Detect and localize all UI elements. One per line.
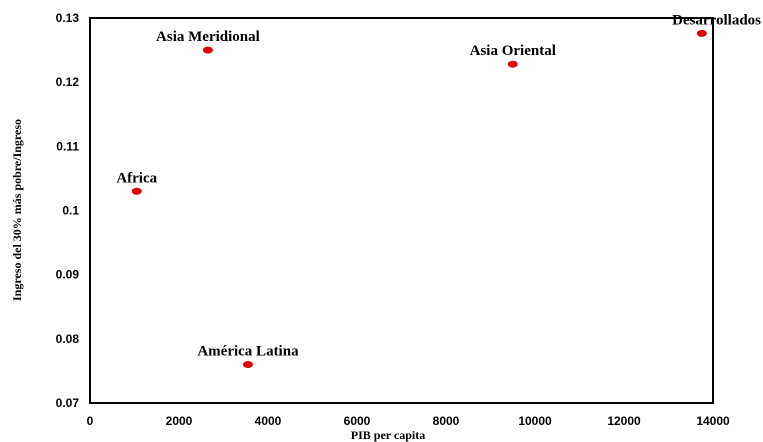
y-axis-title: Ingreso del 30% más pobre/Ingreso: [10, 119, 24, 301]
y-tick-label: 0.09: [56, 268, 80, 282]
data-points: Africa Asia Meridional América Latina Asia …: [116, 12, 761, 368]
x-tick-label: 4000: [255, 414, 282, 428]
y-tick-label: 0.13: [56, 11, 80, 25]
data-point: [507, 60, 518, 68]
plot-area: [89, 17, 714, 404]
y-tick-label: 0.11: [56, 139, 79, 153]
y-tick-label: 0.08: [56, 332, 80, 346]
x-axis-ticks: 0 2000 4000 6000 8000 10000 12000 14000: [87, 414, 730, 428]
y-tick-label: 0.1: [62, 204, 79, 218]
x-axis-title: PIB per capita: [351, 428, 425, 442]
x-tick-label: 2000: [166, 414, 193, 428]
data-point: [242, 361, 253, 368]
x-tick-label: 0: [87, 414, 94, 428]
x-tick-label: 12000: [607, 414, 641, 428]
data-point: [131, 187, 142, 195]
x-tick-label: 8000: [433, 414, 460, 428]
data-point-label: Asia Meridional: [156, 29, 260, 45]
x-tick-label: 6000: [344, 414, 371, 428]
data-point-label: Africa: [116, 170, 157, 186]
data-point: [696, 29, 707, 37]
x-tick-label: 10000: [518, 414, 552, 428]
data-point: [202, 46, 213, 54]
x-tick-label: 14000: [696, 414, 730, 428]
data-point-label: Asia Oriental: [470, 43, 556, 59]
data-point-label: América Latina: [197, 344, 299, 360]
y-tick-label: 0.07: [56, 396, 80, 410]
y-tick-label: 0.12: [56, 75, 80, 89]
y-axis-ticks: 0.07 0.08 0.09 0.1 0.11 0.12 0.13: [56, 11, 80, 410]
data-point-label: Desarrollados: [672, 12, 761, 28]
